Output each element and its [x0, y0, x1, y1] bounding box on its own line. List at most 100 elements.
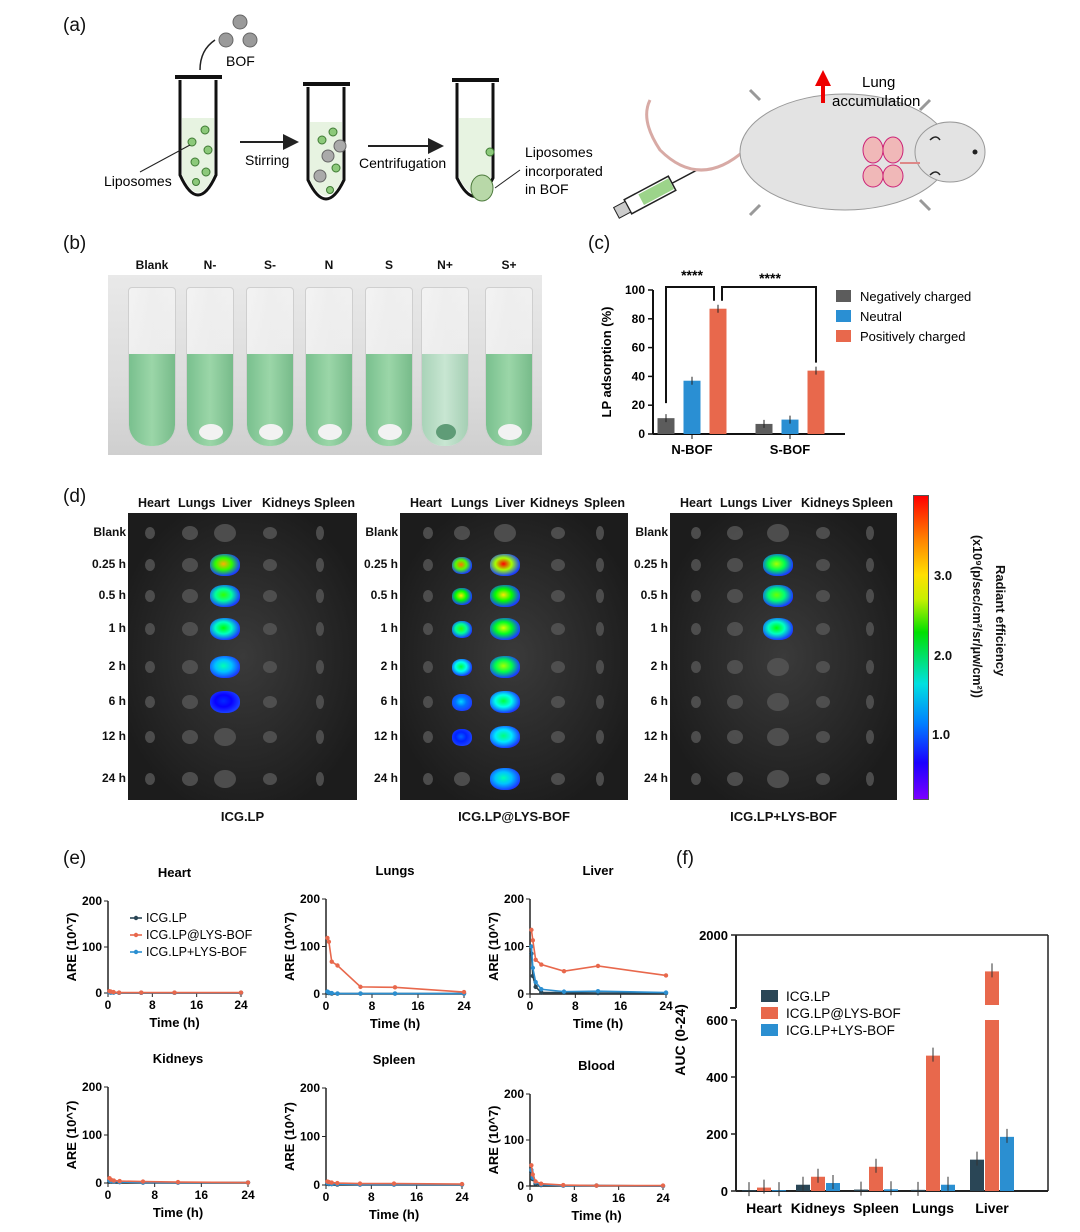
legend-swatch — [836, 310, 851, 322]
bar-upper — [985, 971, 999, 1005]
organ-spleen — [866, 695, 874, 709]
time-row-label: 1 h — [108, 621, 126, 635]
y-axis-label: AUC (0-24) — [672, 1004, 688, 1076]
x-tick-label: Kidneys — [791, 1200, 846, 1216]
data-point — [116, 990, 122, 995]
data-point — [539, 990, 544, 995]
time-row-label: 0.5 h — [98, 588, 126, 602]
sample-tube — [365, 287, 413, 447]
lung-accumulation-label: Lung accumulation — [832, 74, 920, 110]
x-axis-label: Time (h) — [571, 1208, 621, 1223]
time-row-label: 12 h — [373, 729, 398, 743]
organ-column-label: Kidneys — [530, 496, 579, 510]
stirring-label: Stirring — [245, 152, 289, 168]
x-tick-label: 24 — [656, 1191, 670, 1205]
mouse-illustration — [645, 88, 986, 217]
y-tick-label: 100 — [82, 1128, 102, 1142]
tube-label: S+ — [501, 258, 517, 272]
y-tick-label: 80 — [632, 312, 646, 326]
data-point — [533, 984, 538, 990]
time-row-label: 0.25 h — [363, 557, 398, 571]
y-tick-label: 20 — [632, 398, 646, 412]
fluorescence-signal — [490, 768, 520, 790]
colorbar-tick: 1.0 — [932, 727, 951, 742]
colorbar-units: (x10⁹(p/sec/cm²/sr/μw/cm²)) — [970, 535, 984, 698]
data-point — [660, 1183, 666, 1188]
significance-label: **** — [681, 267, 703, 283]
organ-column-label: Heart — [680, 496, 712, 510]
data-point — [358, 991, 363, 996]
fluorescence-signal — [452, 556, 472, 574]
organ-heart — [423, 590, 433, 602]
organ-column-label: Kidneys — [801, 496, 850, 510]
organ-spleen — [596, 526, 604, 540]
data-point — [561, 989, 567, 994]
chart-title: Spleen — [373, 1052, 416, 1067]
data-point — [238, 990, 244, 995]
x-tick-label: N-BOF — [671, 442, 712, 457]
sample-tube — [246, 287, 294, 447]
legend-label: ICG.LP@LYS-BOF — [786, 1006, 901, 1021]
x-tick-label: 24 — [241, 1188, 255, 1202]
organ-column-label: Heart — [138, 496, 170, 510]
organ-spleen — [596, 772, 604, 786]
data-point — [335, 991, 340, 996]
organ-liver — [214, 524, 236, 542]
time-row-label: 6 h — [650, 694, 668, 708]
chart-title: Blood — [578, 1058, 615, 1073]
organ-lungs — [182, 730, 198, 744]
series-line — [530, 929, 667, 977]
data-point — [459, 1181, 465, 1187]
tube-label: Blank — [135, 258, 169, 272]
x-tick-label: 24 — [455, 1190, 469, 1204]
data-point — [539, 987, 544, 992]
time-row-label: Blank — [635, 525, 668, 539]
x-axis-label: Time (h) — [153, 1205, 203, 1220]
sample-tube — [421, 287, 469, 447]
tube-label: N+ — [437, 258, 453, 272]
organ-column-label: Spleen — [314, 496, 355, 510]
organ-lungs — [182, 660, 198, 674]
organ-heart — [691, 661, 701, 673]
organ-kidneys — [551, 527, 565, 539]
bar — [985, 1020, 999, 1191]
y-tick-label: 200 — [82, 894, 102, 908]
fluorescence-signal — [452, 587, 472, 605]
fluorescence-signal — [490, 726, 520, 748]
x-tick-label: 16 — [190, 998, 204, 1012]
data-point — [245, 1180, 251, 1185]
organ-spleen — [596, 558, 604, 572]
y-tick-label: 200 — [82, 1080, 102, 1094]
legend-label: ICG.LP+LYS-BOF — [786, 1023, 895, 1038]
y-tick-label: 100 — [504, 940, 524, 954]
data-point — [663, 973, 669, 978]
organ-kidneys — [816, 559, 830, 571]
x-tick-label: Heart — [746, 1200, 782, 1216]
organ-lungs — [727, 695, 743, 709]
data-point — [111, 989, 116, 995]
organ-liver — [767, 728, 789, 746]
time-row-label: 24 h — [643, 771, 668, 785]
organ-kidneys — [263, 590, 277, 602]
bar — [807, 370, 825, 434]
organ-lungs — [182, 589, 198, 603]
bar — [970, 1159, 984, 1191]
data-point — [392, 991, 398, 996]
organ-column-label: Kidneys — [262, 496, 311, 510]
legend-label: ICG.LP@LYS-BOF — [146, 928, 253, 942]
y-tick-label: 200 — [300, 1081, 320, 1095]
data-point — [391, 1181, 397, 1186]
organ-heart — [691, 696, 701, 708]
organ-spleen — [596, 660, 604, 674]
chart-title: Kidneys — [153, 1051, 204, 1066]
organ-column-label: Heart — [410, 496, 442, 510]
bar — [1000, 1136, 1014, 1191]
legend-swatch — [836, 330, 851, 342]
data-point — [392, 985, 398, 990]
organ-heart — [691, 623, 701, 635]
group-title: ICG.LP — [220, 809, 265, 824]
organ-spleen — [316, 695, 324, 709]
data-point — [533, 957, 538, 962]
x-tick-label: S-BOF — [770, 442, 811, 457]
x-tick-label: 8 — [368, 1190, 375, 1204]
